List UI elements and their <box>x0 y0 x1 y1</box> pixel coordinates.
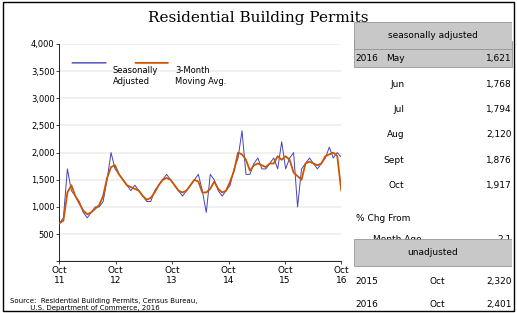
Text: 2,320: 2,320 <box>486 277 512 286</box>
Text: 2.1: 2.1 <box>497 235 512 244</box>
Text: Oct: Oct <box>430 277 446 286</box>
Text: Residential Building Permits: Residential Building Permits <box>148 11 369 25</box>
Text: 2016: 2016 <box>356 300 378 309</box>
Text: 2,120: 2,120 <box>486 130 512 139</box>
FancyBboxPatch shape <box>354 22 512 49</box>
FancyBboxPatch shape <box>354 41 512 67</box>
Text: Seasonally
Adjusted: Seasonally Adjusted <box>113 66 158 86</box>
Text: 1,876: 1,876 <box>486 156 512 165</box>
Text: 3-Month
Moving Avg.: 3-Month Moving Avg. <box>175 66 226 86</box>
Text: Source:  Residential Building Permits, Census Bureau,
         U.S. Department o: Source: Residential Building Permits, Ce… <box>10 298 198 311</box>
Text: 2,401: 2,401 <box>486 300 512 309</box>
Text: Sept: Sept <box>384 156 405 165</box>
FancyBboxPatch shape <box>354 239 512 266</box>
FancyBboxPatch shape <box>3 2 514 311</box>
Text: 2015: 2015 <box>356 277 378 286</box>
Text: unadjusted: unadjusted <box>407 248 459 257</box>
Text: Aug: Aug <box>387 130 405 139</box>
Text: seasonally adjusted: seasonally adjusted <box>388 31 478 40</box>
Text: 1,917: 1,917 <box>486 181 512 190</box>
Text: % Chg From: % Chg From <box>356 214 410 223</box>
Text: Jun: Jun <box>390 80 405 89</box>
Text: 1,768: 1,768 <box>486 80 512 89</box>
Text: 2016: 2016 <box>356 54 378 63</box>
Text: 1,794: 1,794 <box>486 105 512 114</box>
Text: Oct: Oct <box>389 181 405 190</box>
Text: 1,621: 1,621 <box>486 54 512 63</box>
Text: May: May <box>386 54 405 63</box>
Text: Month Ago: Month Ago <box>373 235 422 244</box>
Text: Oct: Oct <box>430 300 446 309</box>
Text: Jul: Jul <box>393 105 405 114</box>
